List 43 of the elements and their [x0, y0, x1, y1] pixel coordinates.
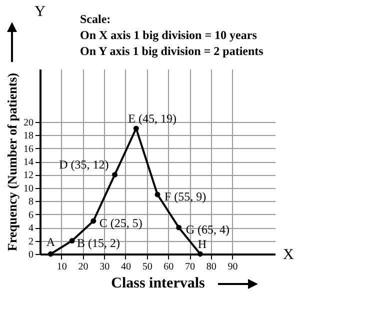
y-tick-label: 16 — [24, 144, 34, 155]
y-tick-label: 18 — [24, 130, 34, 142]
x-tick-label: 10 — [56, 262, 67, 272]
annotation: B (15, 2) — [77, 236, 120, 250]
y-tick-label: 6 — [28, 210, 34, 221]
x-tick-label: 80 — [206, 262, 216, 272]
y-tick-label: 4 — [28, 223, 34, 234]
y-tick-label: 2 — [28, 236, 34, 248]
point — [197, 251, 203, 257]
x-tick-label: 20 — [78, 262, 88, 272]
annotation: A — [46, 235, 56, 249]
point — [112, 172, 118, 178]
point — [154, 192, 160, 198]
point — [48, 251, 54, 257]
annotation: E (45, 19) — [128, 111, 176, 126]
text: Scale: — [80, 12, 111, 26]
annotation: G (65, 4) — [186, 222, 230, 237]
text: X — [283, 247, 294, 263]
y-tick-label: 0 — [28, 250, 34, 260]
point — [176, 224, 182, 230]
annotation: F (55, 9) — [164, 190, 206, 204]
annotation: D (35, 12) — [59, 158, 109, 172]
text: On X axis 1 big division = 10 years — [80, 28, 258, 42]
y-tick-label: 10 — [24, 183, 34, 194]
y-tick-label: 8 — [28, 196, 34, 208]
annotation: C (25, 5) — [99, 216, 142, 230]
y-tick-label: 20 — [24, 117, 34, 128]
x-tick-label: 60 — [164, 262, 174, 272]
point — [69, 238, 75, 244]
y-tick-label: 14 — [24, 157, 34, 168]
y-axis-title: Frequency (Number of patients) — [4, 72, 20, 252]
text: On Y axis 1 big division = 2 patients — [80, 44, 264, 58]
x-tick-label: 50 — [142, 262, 152, 272]
annotation: H — [198, 237, 207, 251]
text: Y — [34, 4, 46, 20]
x-tick-label: 70 — [185, 262, 196, 272]
x-tick-label: 40 — [120, 262, 131, 272]
x-tick-label: 90 — [228, 262, 238, 272]
point — [90, 218, 96, 224]
x-tick-label: 30 — [100, 262, 110, 272]
x-axis-title: Class intervals — [111, 276, 206, 292]
y-tick-label: 12 — [24, 170, 34, 182]
point — [133, 126, 139, 132]
